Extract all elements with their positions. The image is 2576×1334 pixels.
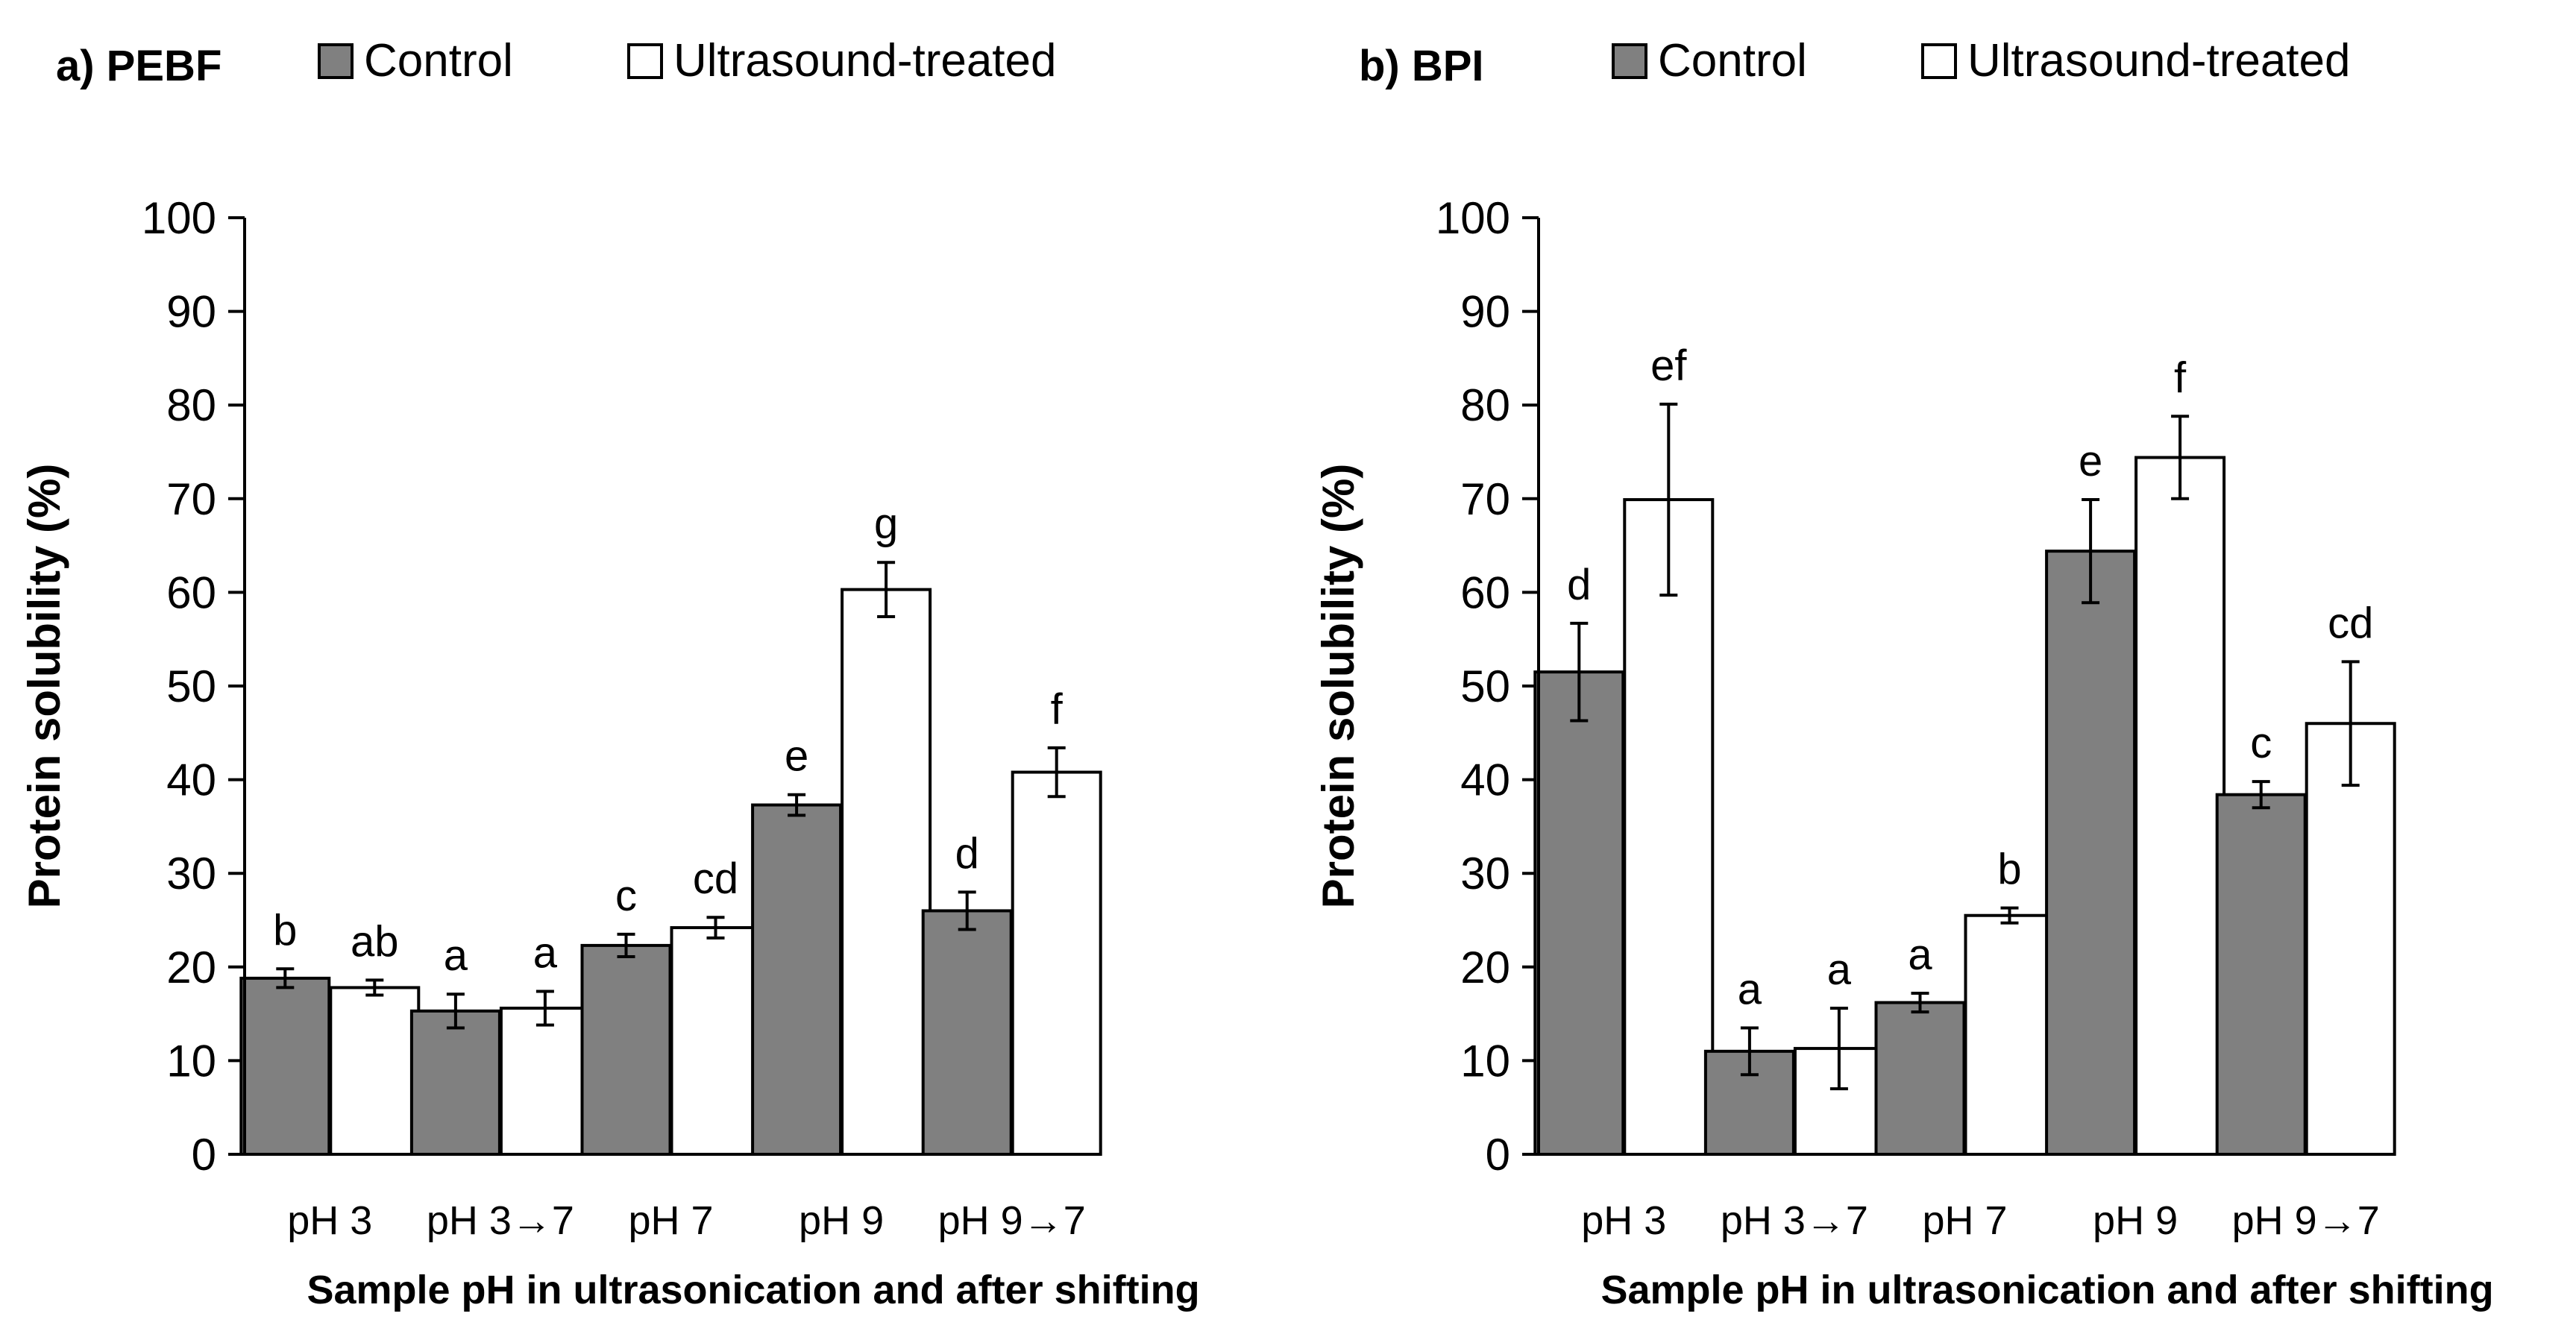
bar-ultrasound [499,1007,591,1156]
legend-swatch-control [1612,43,1647,79]
bar-ultrasound [2305,722,2396,1156]
y-tick-label: 40 [166,755,216,805]
bar-control [2045,550,2137,1156]
bar-ultrasound [329,986,421,1156]
significance-label: f [1051,685,1064,734]
y-tick-label: 10 [166,1036,216,1086]
significance-label: e [2079,437,2102,485]
significance-label: c [615,872,637,920]
significance-label: cd [693,855,738,903]
significance-label: cd [2328,599,2373,647]
y-tick-label: 60 [1460,567,1510,617]
x-tick-label: pH 3→7 [427,1198,574,1243]
x-tick-label: pH 3→7 [1721,1198,1868,1243]
bar-ultrasound [2134,456,2226,1156]
significance-label: a [1827,946,1852,994]
significance-label: ef [1650,342,1687,390]
bar-control [1533,670,1625,1156]
y-tick-label: 70 [166,474,216,524]
significance-label: c [2250,719,2272,767]
y-tick-label: 100 [1436,193,1510,243]
bar-control [239,976,331,1156]
legend-label-control: Control [1658,35,1807,86]
bar-ultrasound [841,588,932,1156]
significance-label: b [1997,846,2021,894]
y-tick-label: 90 [166,287,216,337]
significance-label: d [1567,561,1591,609]
bar-ultrasound [670,926,761,1156]
y-tick-label: 10 [1460,1036,1510,1086]
x-tick-label: pH 3 [287,1198,372,1243]
significance-label: a [444,931,468,980]
significance-label: a [1738,965,1762,1013]
legend-label-ultrasound: Ultrasound-treated [673,35,1057,86]
x-tick-label: pH 9→7 [2232,1198,2380,1243]
panel-bpi: b) BPI Control Ultrasound-treated 0 10 20 30 40… [1313,35,2494,1312]
significance-label: d [955,829,979,878]
legend-label-ultrasound: Ultrasound-treated [1967,35,2351,86]
y-tick-label: 70 [1460,474,1510,524]
bar-control [580,943,672,1156]
x-tick-label: pH 3 [1581,1198,1666,1243]
x-tick-label: pH 9 [799,1198,884,1243]
bar-control [921,909,1013,1156]
x-tick-label: pH 7 [628,1198,713,1243]
bar-ultrasound [1964,913,2055,1156]
y-tick-label: 50 [1460,661,1510,711]
y-tick-label: 30 [1460,849,1510,899]
y-tick-label: 80 [166,380,216,430]
significance-label: e [785,732,808,781]
x-axis-title: Sample pH in ultrasonication and after s… [1600,1268,2493,1312]
bar-ultrasound [1011,770,1102,1156]
significance-label: a [533,928,558,977]
bar-control [751,803,843,1156]
y-tick-label: 30 [166,849,216,899]
y-axis-title: Protein solubility (%) [1313,464,1363,909]
significance-label: g [874,500,898,548]
y-tick-label: 80 [1460,380,1510,430]
panel-title: a) PEBF [56,42,222,90]
significance-label: a [1908,931,1932,979]
y-tick-label: 20 [1460,943,1510,992]
x-tick-label: pH 7 [1922,1198,2007,1243]
x-tick-label: pH 9→7 [938,1198,1086,1243]
bar-control [409,1009,501,1157]
y-tick-label: 90 [1460,287,1510,337]
bar-control [2215,793,2307,1157]
y-tick-label: 60 [166,567,216,617]
panel-title: b) BPI [1359,42,1484,90]
y-tick-label: 20 [166,943,216,992]
significance-label: ab [351,917,399,966]
significance-label: f [2174,353,2187,402]
x-axis-title: Sample pH in ultrasonication and after s… [307,1268,1199,1312]
legend-swatch-ultrasound [1921,43,1957,79]
bar-control [1874,1001,1966,1156]
panel-pebf: a) PEBF Control Ultrasound-treated 0 10 20 30 4… [19,35,1200,1312]
bar-ultrasound [1623,498,1715,1156]
y-tick-label: 50 [166,661,216,711]
significance-label: b [273,906,297,954]
legend-swatch-ultrasound [627,43,663,79]
x-tick-label: pH 9 [2093,1198,2178,1243]
y-tick-label: 0 [192,1130,216,1180]
legend-swatch-control [318,43,354,79]
y-axis-title: Protein solubility (%) [19,464,69,909]
legend-label-control: Control [364,35,513,86]
y-tick-label: 40 [1460,755,1510,805]
y-tick-label: 0 [1486,1130,1510,1180]
y-tick-label: 100 [142,193,216,243]
